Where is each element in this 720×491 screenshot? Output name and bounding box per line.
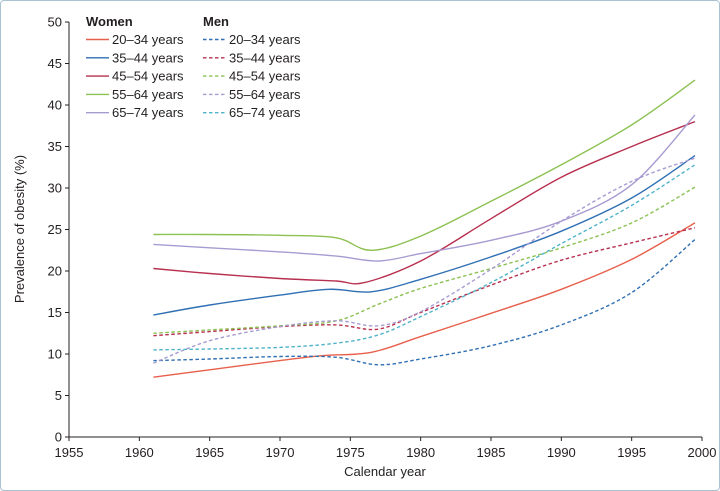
y-tick-label: 50 [48,15,62,30]
series-line-men-45-54-years [153,186,696,334]
series-line-men-65-74-years [153,164,696,351]
y-tick-label: 10 [48,347,62,362]
legend-entry-label: 45–54 years [229,69,301,84]
series-line-women-35-44-years [153,155,696,316]
series-line-women-20-34-years [153,222,696,378]
axes: 0 5 10 15 20 25 30 35 40 45 50 1955 1960 1965 1970 1975… [48,15,717,461]
x-tick-label: 1965 [195,445,224,460]
y-tick-label: 0 [55,430,62,445]
legend-entry-label: 55–64 years [112,87,184,102]
series-line-men-35-44-years [153,227,696,337]
legend-group-title: Men [203,14,229,29]
y-tick-label: 35 [48,139,62,154]
x-tick-label: 1980 [406,445,435,460]
legend: Women 20–34 years 35–44 years 45–54 years 55… [86,14,301,120]
x-tick-label: 1970 [266,445,295,460]
y-tick-label: 5 [55,388,62,403]
x-tick-label: 1975 [336,445,365,460]
y-tick-label: 30 [48,181,62,196]
series-line-women-55-64-years [153,79,696,252]
x-tick-label: 1955 [55,445,84,460]
y-tick-label: 15 [48,305,62,320]
legend-entry-label: 20–34 years [112,32,184,47]
series-line-women-65-74-years [153,114,696,262]
series-lines [153,79,696,378]
y-tick-label: 20 [48,264,62,279]
legend-entry-label: 35–44 years [229,50,301,65]
y-tick-label: 40 [48,98,62,113]
legend-entry-label: 45–54 years [112,69,184,84]
legend-entry-label: 55–64 years [229,87,301,102]
series-line-men-55-64-years [153,157,696,364]
series-line-men-20-34-years [153,238,696,366]
x-tick-label: 1990 [547,445,576,460]
legend-entry-label: 20–34 years [229,32,301,47]
y-axis-title: Prevalence of obesity (%) [12,155,27,303]
series-line-women-45-54-years [153,120,696,285]
x-tick-label: 2000 [688,445,717,460]
x-tick-label: 1995 [617,445,646,460]
legend-group-title: Women [86,14,133,29]
y-tick-label: 25 [48,222,62,237]
legend-entry-label: 65–74 years [229,105,301,120]
y-tick-label: 45 [48,56,62,71]
x-tick-label: 1960 [125,445,154,460]
x-tick-label: 1985 [477,445,506,460]
legend-entry-label: 35–44 years [112,50,184,65]
x-axis-title: Calendar year [344,464,426,479]
legend-entry-label: 65–74 years [112,105,184,120]
